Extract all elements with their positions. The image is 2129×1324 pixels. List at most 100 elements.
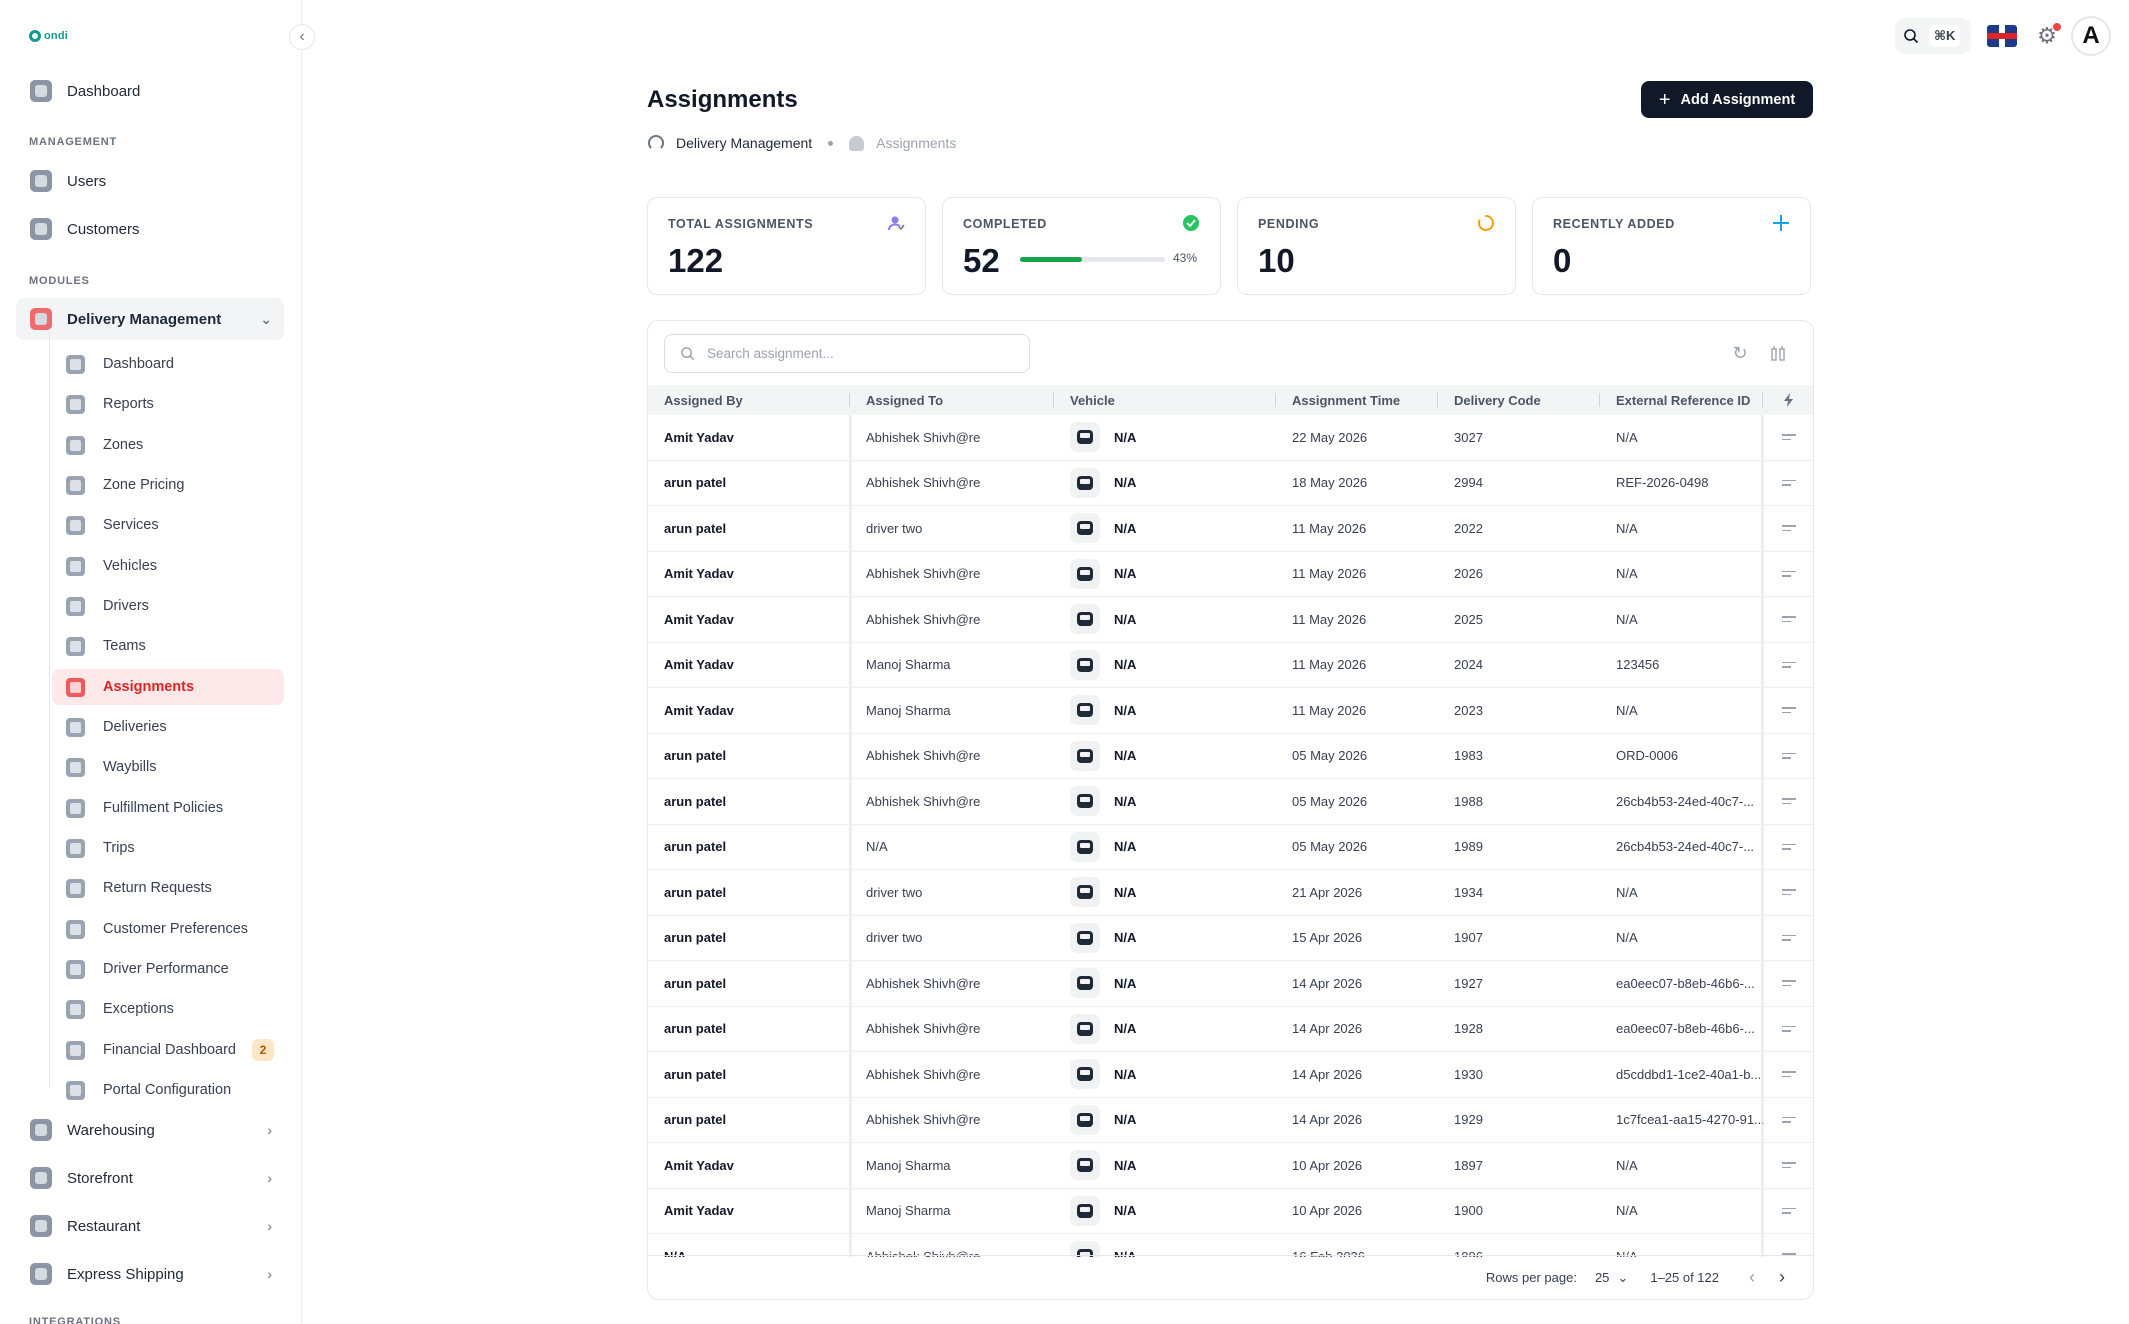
completion-percent: 43% <box>1173 251 1198 265</box>
cell-assignment-time: 21 Apr 2026 <box>1292 884 1363 900</box>
sidebar-subitem-driver-performance[interactable]: Driver Performance <box>52 951 284 987</box>
table-row[interactable]: arun patel Abhishek Shivh@re N/A 18 May 202… <box>648 461 1813 506</box>
sidebar-group-warehousing[interactable]: Warehousing › <box>16 1109 284 1151</box>
sidebar-group-express-shipping[interactable]: Express Shipping › <box>16 1253 284 1295</box>
table-row[interactable]: Amit Yadav Manoj Sharma N/A 10 Apr 2026 1900… <box>648 1189 1813 1234</box>
table-row[interactable]: Amit Yadav Manoj Sharma N/A 10 Apr 2026 1897… <box>648 1143 1813 1189</box>
row-actions-button[interactable] <box>1763 1189 1813 1234</box>
settings-button[interactable]: ⚙ <box>2033 22 2061 50</box>
sidebar-subitem-zone-pricing[interactable]: Zone Pricing <box>52 467 284 503</box>
row-actions-button[interactable] <box>1763 779 1813 824</box>
column-header-vehicle[interactable]: Vehicle <box>1054 385 1276 415</box>
table-row[interactable]: arun patel N/A N/A 05 May 2026 1989 26cb4b53-… <box>648 825 1813 870</box>
table-row[interactable]: arun patel driver two N/A 11 May 2026 2022 N/… <box>648 506 1813 552</box>
columns-button[interactable] <box>1766 341 1790 365</box>
table-row[interactable]: arun patel Abhishek Shivh@re N/A 05 May 202… <box>648 734 1813 779</box>
table-row[interactable]: arun patel Abhishek Shivh@re N/A 14 Apr 202… <box>648 1007 1813 1052</box>
table-row[interactable]: N/A Abhishek Shivh@re N/A 16 Feb 2026 1896 N/… <box>648 1234 1813 1257</box>
sidebar-subitem-portal-configuration[interactable]: Portal Configuration <box>52 1072 284 1108</box>
sidebar-item-users[interactable]: Users <box>16 160 284 202</box>
column-header-delivery-code[interactable]: Delivery Code <box>1438 385 1600 415</box>
uk-flag-icon[interactable] <box>1987 25 2017 47</box>
sidebar-group-restaurant[interactable]: Restaurant › <box>16 1205 284 1247</box>
row-actions-button[interactable] <box>1763 597 1813 642</box>
row-actions-button[interactable] <box>1763 734 1813 779</box>
global-search-button[interactable]: ⌘K <box>1895 18 1971 54</box>
table-row[interactable]: Amit Yadav Abhishek Shivh@re N/A 11 May 202… <box>648 597 1813 643</box>
search-input[interactable] <box>707 346 1007 361</box>
add-assignment-button[interactable]: + Add Assignment <box>1641 81 1813 118</box>
vehicle-name: N/A <box>1114 748 1137 764</box>
cell-delivery-code: 1896 <box>1454 1248 1483 1257</box>
sidebar-subitem-dashboard[interactable]: Dashboard <box>52 346 284 382</box>
rows-per-page-select[interactable]: 25 ⌄ <box>1595 1270 1628 1286</box>
sidebar-subitem-label: Financial Dashboard <box>103 1042 236 1058</box>
sidebar-subitem-drivers[interactable]: Drivers <box>52 588 284 624</box>
column-header-assignment-time[interactable]: Assignment Time <box>1276 385 1438 415</box>
vehicle-name: N/A <box>1114 975 1137 991</box>
row-actions-button[interactable] <box>1763 916 1813 961</box>
column-header-assigned-by[interactable]: Assigned By <box>648 385 850 415</box>
table-row[interactable]: Amit Yadav Abhishek Shivh@re N/A 11 May 202… <box>648 552 1813 597</box>
sidebar-subitem-customer-preferences[interactable]: Customer Preferences <box>52 911 284 947</box>
row-actions-button[interactable] <box>1763 1007 1813 1052</box>
sidebar-group-storefront[interactable]: Storefront › <box>16 1157 284 1199</box>
sidebar-subitem-financial-dashboard[interactable]: Financial Dashboard 2 <box>52 1032 284 1068</box>
cell-vehicle: N/A <box>1054 415 1276 460</box>
user-avatar[interactable]: A <box>2071 16 2111 56</box>
row-actions-button[interactable] <box>1763 1052 1813 1097</box>
row-actions-button[interactable] <box>1763 415 1813 460</box>
sidebar-subitem-assignments[interactable]: Assignments <box>52 669 284 705</box>
row-actions-button[interactable] <box>1763 825 1813 870</box>
sidebar-subitem-reports[interactable]: Reports <box>52 386 284 422</box>
table-row[interactable]: arun patel Abhishek Shivh@re N/A 05 May 202… <box>648 779 1813 825</box>
vehicle-name: N/A <box>1114 1157 1137 1173</box>
table-row[interactable]: arun patel Abhishek Shivh@re N/A 14 Apr 202… <box>648 1098 1813 1143</box>
app-logo[interactable]: ondi <box>29 30 68 42</box>
row-actions-button[interactable] <box>1763 1234 1813 1257</box>
refresh-button[interactable]: ↻ <box>1728 341 1752 365</box>
cell-external-reference: 26cb4b53-24ed-40c7-... <box>1616 839 1755 855</box>
sidebar-subitem-return-requests[interactable]: Return Requests <box>52 870 284 906</box>
table-row[interactable]: Amit Yadav Abhishek Shivh@re N/A 22 May 202… <box>648 415 1813 461</box>
sidebar-subitem-zones[interactable]: Zones <box>52 427 284 463</box>
table-search[interactable] <box>664 334 1030 373</box>
sidebar-subitem-exceptions[interactable]: Exceptions <box>52 991 284 1027</box>
sidebar-item-customers[interactable]: Customers <box>16 208 284 250</box>
row-actions-button[interactable] <box>1763 688 1813 733</box>
sidebar-group-delivery-management[interactable]: Delivery Management ⌄ <box>16 298 284 340</box>
cell-vehicle: N/A <box>1054 506 1276 551</box>
sidebar-item-dashboard[interactable]: Dashboard <box>16 70 284 112</box>
stat-value: 122 <box>668 242 724 279</box>
column-header-assigned-to[interactable]: Assigned To <box>850 385 1054 415</box>
sidebar-subitem-fulfillment-policies[interactable]: Fulfillment Policies <box>52 790 284 826</box>
row-actions-button[interactable] <box>1763 461 1813 506</box>
table-row[interactable]: arun patel Abhishek Shivh@re N/A 14 Apr 202… <box>648 961 1813 1007</box>
column-header-actions[interactable] <box>1763 385 1813 415</box>
sidebar-subitem-teams[interactable]: Teams <box>52 628 284 664</box>
sidebar-subitem-waybills[interactable]: Waybills <box>52 749 284 785</box>
table-row[interactable]: arun patel driver two N/A 21 Apr 2026 1934 N/… <box>648 870 1813 916</box>
row-actions-button[interactable] <box>1763 1143 1813 1188</box>
sidebar-subitem-deliveries[interactable]: Deliveries <box>52 709 284 745</box>
row-actions-button[interactable] <box>1763 506 1813 551</box>
row-actions-button[interactable] <box>1763 552 1813 597</box>
sidebar-subitem-vehicles[interactable]: Vehicles <box>52 548 284 584</box>
sidebar-subitem-label: Fulfillment Policies <box>103 800 224 816</box>
table-row[interactable]: Amit Yadav Manoj Sharma N/A 11 May 2026 2024… <box>648 643 1813 688</box>
prev-page-button[interactable]: ‹ <box>1749 1267 1755 1287</box>
column-header-external-reference[interactable]: External Reference ID <box>1600 385 1763 415</box>
collapse-sidebar-button[interactable]: ‹ <box>289 24 315 50</box>
row-actions-button[interactable] <box>1763 1098 1813 1143</box>
table-row[interactable]: arun patel Abhishek Shivh@re N/A 14 Apr 202… <box>648 1052 1813 1098</box>
table-row[interactable]: Amit Yadav Manoj Sharma N/A 11 May 2026 2023… <box>648 688 1813 734</box>
row-actions-button[interactable] <box>1763 643 1813 688</box>
pricing-icon <box>66 475 85 495</box>
sidebar-subitem-trips[interactable]: Trips <box>52 830 284 866</box>
next-page-button[interactable]: › <box>1779 1267 1785 1287</box>
row-actions-button[interactable] <box>1763 961 1813 1006</box>
row-actions-button[interactable] <box>1763 870 1813 915</box>
table-row[interactable]: arun patel driver two N/A 15 Apr 2026 1907 N/… <box>648 916 1813 961</box>
sidebar-subitem-services[interactable]: Services <box>52 507 284 543</box>
breadcrumb-delivery-management[interactable]: Delivery Management <box>676 135 813 151</box>
